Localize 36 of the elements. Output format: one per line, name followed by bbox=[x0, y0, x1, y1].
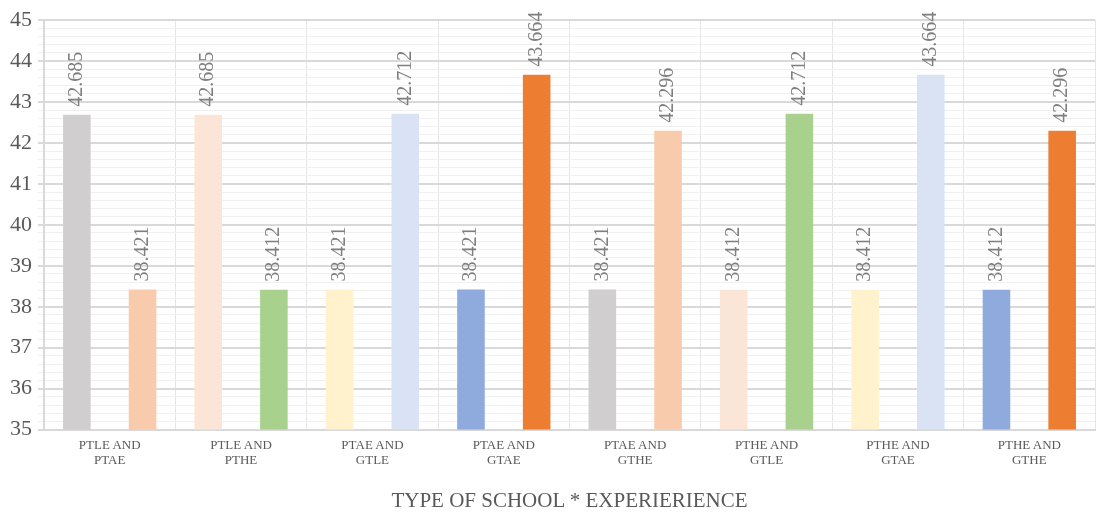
x-axis-title: TYPE OF SCHOOL * EXPERIERIENCE bbox=[391, 487, 748, 512]
data-label: 42.685 bbox=[64, 51, 87, 107]
y-tick-label: 44 bbox=[10, 46, 32, 72]
data-label: 38.412 bbox=[983, 226, 1006, 282]
data-label: 42.685 bbox=[195, 51, 218, 107]
x-tick-label: PTAE AND GTLE bbox=[341, 436, 404, 468]
data-label: 42.712 bbox=[786, 50, 809, 106]
y-tick-label: 36 bbox=[10, 374, 32, 400]
data-label: 38.421 bbox=[326, 226, 349, 282]
y-tick-label: 38 bbox=[10, 292, 32, 318]
x-tick-label: PTHE AND GTLE bbox=[734, 436, 799, 468]
y-tick-label: 35 bbox=[10, 415, 32, 441]
data-label: 38.412 bbox=[852, 226, 875, 282]
y-tick-label: 39 bbox=[10, 251, 32, 277]
data-label: 43.664 bbox=[523, 11, 546, 67]
x-tick-label: PTLE AND PTAE bbox=[78, 436, 141, 468]
data-label: 38.412 bbox=[720, 226, 743, 282]
x-tick-label: PTHE AND GTAE bbox=[866, 436, 930, 468]
y-tick-label: 42 bbox=[10, 128, 32, 154]
data-label: 38.412 bbox=[261, 226, 284, 282]
x-tick-label: PTLE AND PTHE bbox=[210, 436, 272, 468]
y-tick-label: 45 bbox=[10, 5, 32, 31]
y-tick-label: 41 bbox=[10, 169, 32, 195]
y-tick-label: 43 bbox=[10, 87, 32, 113]
data-label: 38.421 bbox=[458, 226, 481, 282]
y-tick-label: 37 bbox=[10, 333, 32, 359]
x-tick-label: PTAE AND GTAE bbox=[472, 436, 535, 468]
data-label: 42.296 bbox=[655, 67, 678, 123]
data-label: 38.421 bbox=[589, 226, 612, 282]
y-tick-label: 40 bbox=[10, 210, 32, 236]
data-label: 42.712 bbox=[392, 50, 415, 106]
data-label: 38.421 bbox=[129, 226, 152, 282]
data-label: 42.296 bbox=[1049, 67, 1072, 123]
data-label: 43.664 bbox=[918, 11, 941, 67]
x-tick-label: PTHE AND GTHE bbox=[997, 436, 1061, 468]
x-tick-label: PTAE AND GTHE bbox=[604, 436, 667, 468]
